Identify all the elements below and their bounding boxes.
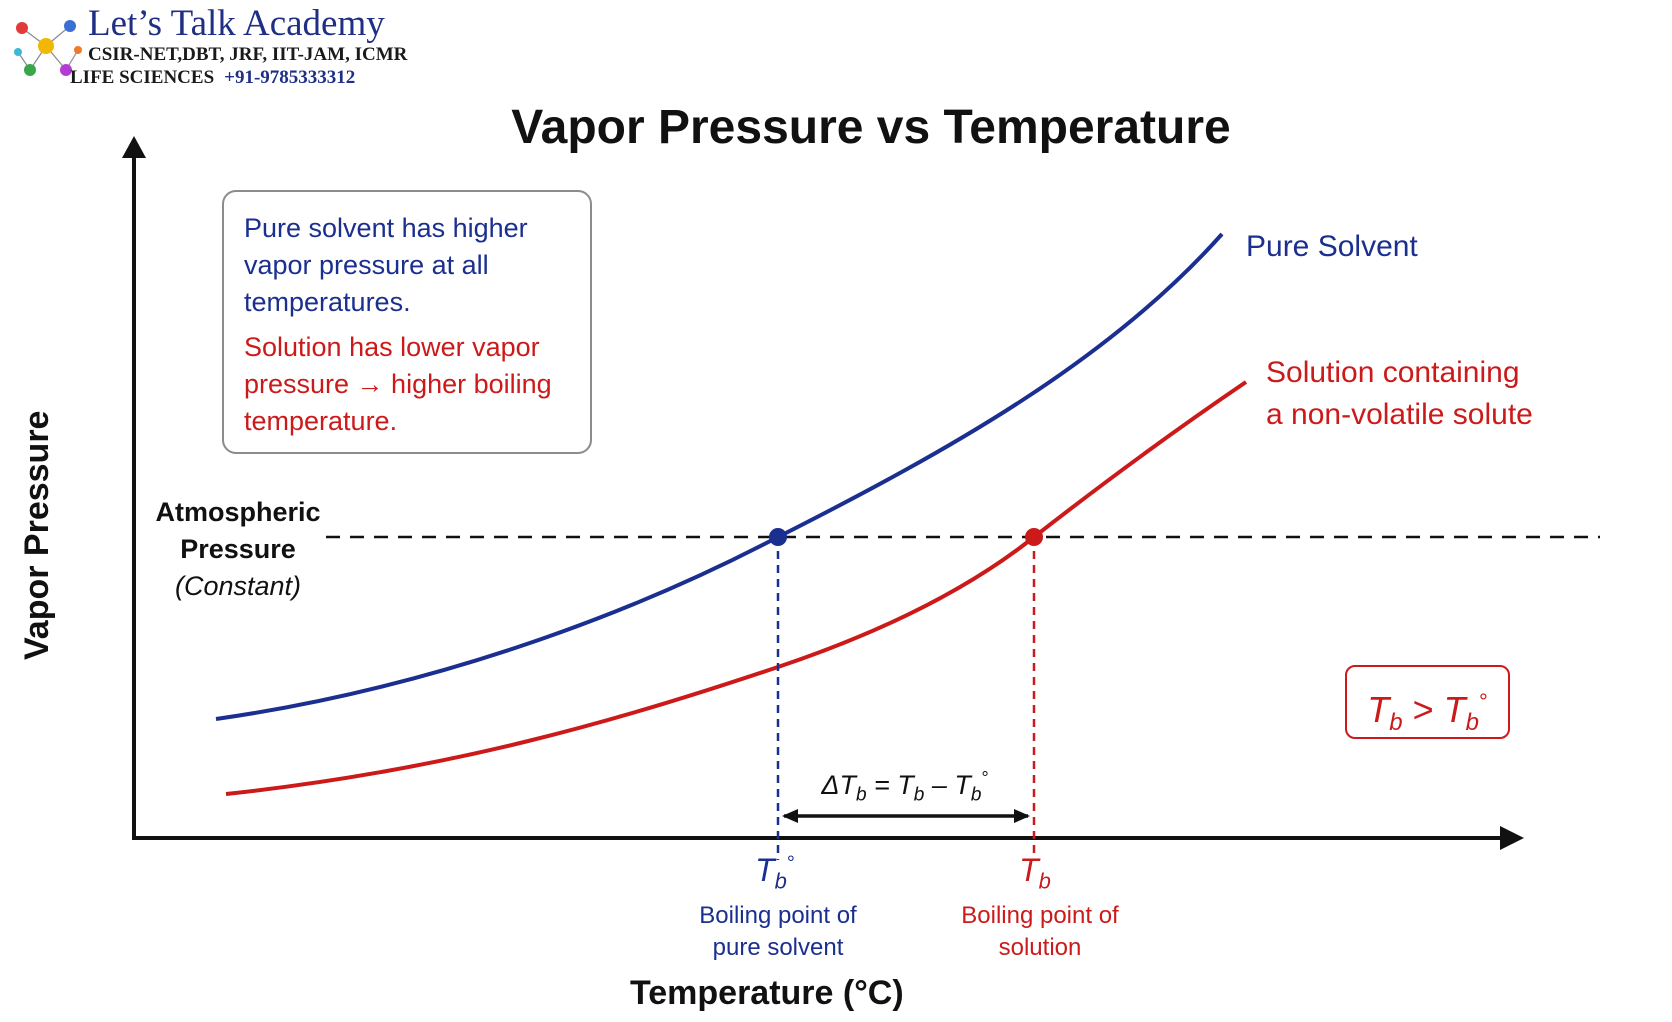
tick-solution-sub: b [1038, 868, 1051, 894]
brand-phone: +91-9785333312 [224, 67, 356, 88]
delta-sup3: ° [981, 768, 989, 788]
diagram-title: Vapor Pressure vs Temperature [0, 100, 1672, 155]
caption-solution: Boiling point of solution [940, 900, 1140, 964]
y-axis-arrow-icon [122, 136, 146, 158]
caption-solution-line1: Boiling point of [961, 902, 1119, 929]
caption-pure-solvent: Boiling point of pure solvent [680, 900, 876, 964]
caption-pure-line1: Boiling point of [699, 902, 857, 929]
relation-right: T [1443, 689, 1466, 730]
pure-boiling-point-marker [769, 528, 787, 546]
note-solution: Solution has lower vapor pressure → high… [244, 332, 552, 436]
brand-exams: CSIR-NET,DBT, JRF, IIT-JAM, ICMR [88, 44, 408, 65]
solution-label-line1: Solution containing [1266, 356, 1520, 389]
brand-name: Let’s Talk Academy [88, 3, 385, 44]
delta-sub1: b [855, 784, 867, 806]
pure-solvent-label: Pure Solvent [1246, 230, 1418, 263]
tick-label-solution: Tb [1000, 852, 1070, 894]
tick-pure-sup: ° [786, 852, 795, 875]
relation-left-sub: b [1389, 709, 1403, 737]
delta-tb-label: ΔTb = Tb – Tb° [805, 768, 1005, 806]
caption-solution-line2: solution [998, 934, 1082, 961]
solution-curve [225, 380, 1248, 796]
y-axis-label: Vapor Pressure [18, 410, 56, 660]
info-note-box: Pure solvent has higher vapor pressure a… [222, 190, 592, 454]
delta-minus: – T [924, 770, 971, 800]
delta-sub3: b [970, 784, 982, 806]
brand-header: Let’s Talk Academy CSIR-NET,DBT, JRF, II… [10, 4, 440, 90]
delta-prefix: ΔT [821, 770, 856, 800]
relation-right-sub: b [1465, 709, 1479, 737]
delta-eq: = T [866, 770, 914, 800]
tb-relation-box: Tb > Tb° [1345, 665, 1510, 739]
x-axis-label: Temperature (°C) [630, 974, 904, 1012]
delta-sub2: b [913, 784, 925, 806]
atm-line1: Atmospheric [155, 497, 321, 527]
atm-line2: Pressure [180, 534, 296, 564]
brand-subject-line: LIFE SCIENCES +91-9785333312 [70, 67, 355, 89]
solution-label-line2: a non-volatile solute [1266, 398, 1533, 431]
solution-boiling-point-marker [1025, 528, 1043, 546]
relation-left: T [1367, 689, 1390, 730]
diagram-title-text: Vapor Pressure vs Temperature [511, 101, 1231, 154]
atmospheric-pressure-label: Atmospheric Pressure (Constant) [140, 494, 336, 605]
tick-pure-sub: b [774, 868, 787, 894]
caption-pure-line2: pure solvent [712, 934, 844, 961]
solution-label: Solution containing a non-volatile solut… [1266, 352, 1533, 436]
tick-pure-main: T [755, 852, 775, 888]
tick-label-pure: Tb° [730, 852, 820, 894]
relation-op: > [1402, 689, 1444, 730]
brand-subject: LIFE SCIENCES [70, 67, 215, 88]
relation-right-sup: ° [1478, 689, 1488, 714]
x-axis-arrow-icon [1500, 826, 1524, 850]
atm-line3: (Constant) [174, 571, 302, 601]
tick-solution-main: T [1019, 852, 1039, 888]
molecule-logo-icon [14, 20, 82, 76]
note-pure-solvent: Pure solvent has higher vapor pressure a… [244, 213, 528, 317]
